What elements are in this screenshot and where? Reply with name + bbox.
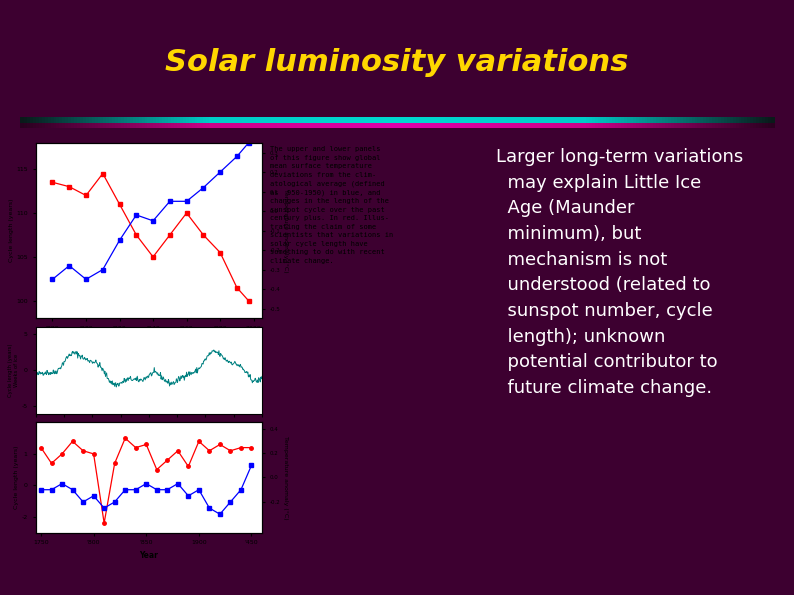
Y-axis label: Temperature anomaly (°C): Temperature anomaly (°C) [283,436,288,519]
Y-axis label: Cycle length (years): Cycle length (years) [14,446,19,509]
Text: The upper and lower panels
of this figure show global
mean surface temperature
d: The upper and lower panels of this figur… [270,146,394,264]
Y-axis label: Temperature anomaly (°C): Temperature anomaly (°C) [283,189,288,273]
X-axis label: Year: Year [140,551,158,560]
Text: Larger long-term variations
  may explain Little Ice
  Age (Maunder
  minimum), : Larger long-term variations may explain … [496,148,743,397]
Y-axis label: Cycle length (years): Cycle length (years) [9,199,13,262]
Y-axis label: Cycle length (years)
Weeks of ice: Cycle length (years) Weeks of ice [9,344,19,397]
Text: Solar luminosity variations: Solar luminosity variations [165,48,629,77]
X-axis label: Year: Year [140,337,158,346]
